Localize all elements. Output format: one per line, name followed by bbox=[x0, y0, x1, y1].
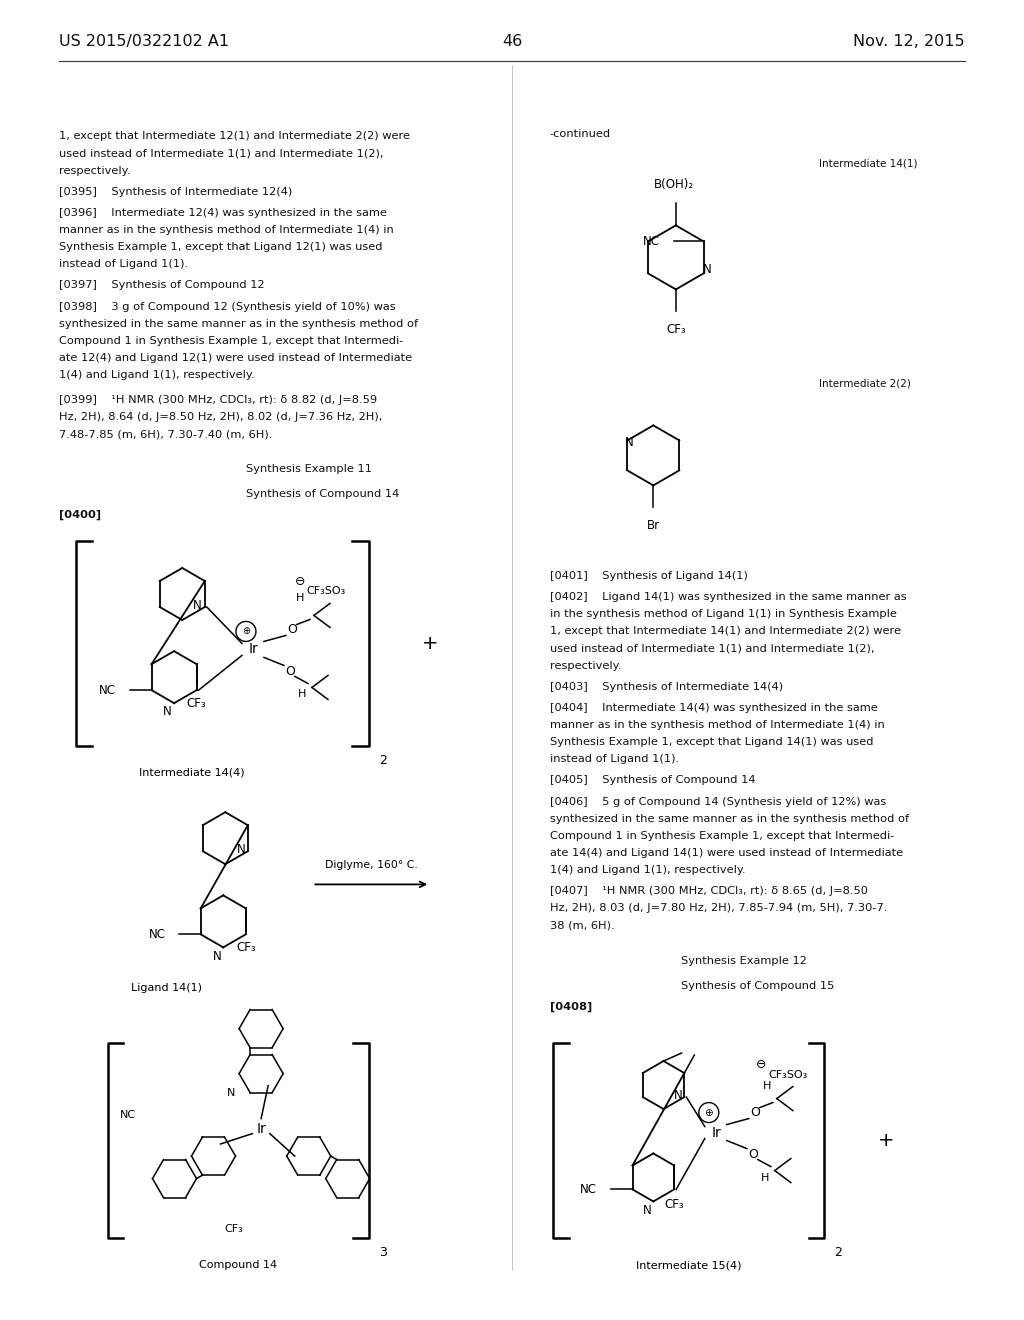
Text: 2: 2 bbox=[379, 754, 386, 767]
Text: CF₃SO₃: CF₃SO₃ bbox=[769, 1069, 808, 1080]
Text: respectively.: respectively. bbox=[550, 660, 622, 671]
Text: 1(4) and Ligand 1(1), respectively.: 1(4) and Ligand 1(1), respectively. bbox=[550, 865, 745, 875]
Text: Compound 1 in Synthesis Example 1, except that Intermedi-: Compound 1 in Synthesis Example 1, excep… bbox=[550, 830, 894, 841]
Text: [0399]    ¹H NMR (300 MHz, CDCl₃, rt): δ 8.82 (d, J=8.59: [0399] ¹H NMR (300 MHz, CDCl₃, rt): δ 8.… bbox=[59, 395, 378, 405]
Text: Synthesis of Compound 14: Synthesis of Compound 14 bbox=[246, 488, 399, 499]
Text: 46: 46 bbox=[502, 34, 522, 49]
Text: +: + bbox=[878, 1131, 894, 1150]
Text: manner as in the synthesis method of Intermediate 1(4) in: manner as in the synthesis method of Int… bbox=[59, 224, 394, 235]
Text: Ligand 14(1): Ligand 14(1) bbox=[131, 983, 202, 994]
Text: Intermediate 14(4): Intermediate 14(4) bbox=[139, 768, 245, 777]
Text: [0395]    Synthesis of Intermediate 12(4): [0395] Synthesis of Intermediate 12(4) bbox=[59, 186, 293, 197]
Text: [0405]    Synthesis of Compound 14: [0405] Synthesis of Compound 14 bbox=[550, 775, 756, 785]
Text: [0408]: [0408] bbox=[550, 1002, 592, 1012]
Text: [0407]    ¹H NMR (300 MHz, CDCl₃, rt): δ 8.65 (d, J=8.50: [0407] ¹H NMR (300 MHz, CDCl₃, rt): δ 8.… bbox=[550, 886, 868, 896]
Text: US 2015/0322102 A1: US 2015/0322102 A1 bbox=[59, 34, 229, 49]
Text: O: O bbox=[748, 1148, 758, 1162]
Text: ate 14(4) and Ligand 14(1) were used instead of Intermediate: ate 14(4) and Ligand 14(1) were used ins… bbox=[550, 847, 903, 858]
Text: synthesized in the same manner as in the synthesis method of: synthesized in the same manner as in the… bbox=[59, 318, 419, 329]
Text: Ir: Ir bbox=[249, 643, 259, 656]
Text: H: H bbox=[296, 594, 304, 603]
Text: 7.48-7.85 (m, 6H), 7.30-7.40 (m, 6H).: 7.48-7.85 (m, 6H), 7.30-7.40 (m, 6H). bbox=[59, 429, 272, 440]
Text: N: N bbox=[194, 599, 202, 612]
Text: O: O bbox=[750, 1106, 760, 1119]
Text: CF₃SO₃: CF₃SO₃ bbox=[306, 586, 345, 597]
Text: Intermediate 15(4): Intermediate 15(4) bbox=[636, 1261, 741, 1270]
Text: N: N bbox=[643, 1204, 651, 1217]
Text: O: O bbox=[285, 665, 295, 678]
Text: Hz, 2H), 8.64 (d, J=8.50 Hz, 2H), 8.02 (d, J=7.36 Hz, 2H),: Hz, 2H), 8.64 (d, J=8.50 Hz, 2H), 8.02 (… bbox=[59, 412, 383, 422]
Text: 2: 2 bbox=[835, 1246, 842, 1259]
Text: 3: 3 bbox=[379, 1246, 386, 1259]
Text: instead of Ligand 1(1).: instead of Ligand 1(1). bbox=[550, 754, 679, 764]
Text: 38 (m, 6H).: 38 (m, 6H). bbox=[550, 920, 614, 931]
Text: Synthesis Example 1, except that Ligand 12(1) was used: Synthesis Example 1, except that Ligand … bbox=[59, 242, 383, 252]
Text: N: N bbox=[703, 263, 712, 276]
Text: Synthesis of Compound 15: Synthesis of Compound 15 bbox=[681, 981, 835, 991]
Text: Intermediate 2(2): Intermediate 2(2) bbox=[819, 378, 911, 388]
Text: NC: NC bbox=[120, 1110, 136, 1121]
Text: Synthesis Example 12: Synthesis Example 12 bbox=[681, 956, 807, 966]
Text: CF₃: CF₃ bbox=[236, 941, 256, 954]
Text: Synthesis Example 11: Synthesis Example 11 bbox=[246, 463, 372, 474]
Text: Synthesis Example 1, except that Ligand 14(1) was used: Synthesis Example 1, except that Ligand … bbox=[550, 737, 873, 747]
Text: [0398]    3 g of Compound 12 (Synthesis yield of 10%) was: [0398] 3 g of Compound 12 (Synthesis yie… bbox=[59, 301, 396, 312]
Text: Intermediate 14(1): Intermediate 14(1) bbox=[819, 158, 918, 169]
Text: N: N bbox=[625, 436, 634, 449]
Text: N: N bbox=[227, 1088, 236, 1098]
Text: CF₃: CF₃ bbox=[224, 1224, 243, 1234]
Text: respectively.: respectively. bbox=[59, 165, 131, 176]
Text: ⊖: ⊖ bbox=[295, 576, 305, 587]
Text: +: + bbox=[422, 634, 438, 653]
Text: [0402]    Ligand 14(1) was synthesized in the same manner as: [0402] Ligand 14(1) was synthesized in t… bbox=[550, 591, 906, 602]
Text: Nov. 12, 2015: Nov. 12, 2015 bbox=[853, 34, 965, 49]
Text: ⊕: ⊕ bbox=[242, 627, 250, 636]
Text: N: N bbox=[164, 705, 172, 718]
Text: ⊕: ⊕ bbox=[705, 1107, 713, 1118]
Text: Compound 1 in Synthesis Example 1, except that Intermedi-: Compound 1 in Synthesis Example 1, excep… bbox=[59, 335, 403, 346]
Text: NC: NC bbox=[642, 235, 659, 248]
Text: CF₃: CF₃ bbox=[186, 697, 207, 710]
Text: ate 12(4) and Ligand 12(1) were used instead of Intermediate: ate 12(4) and Ligand 12(1) were used ins… bbox=[59, 352, 413, 363]
Text: Br: Br bbox=[647, 519, 659, 532]
Text: N: N bbox=[213, 950, 221, 964]
Text: [0404]    Intermediate 14(4) was synthesized in the same: [0404] Intermediate 14(4) was synthesize… bbox=[550, 702, 878, 713]
Text: [0401]    Synthesis of Ligand 14(1): [0401] Synthesis of Ligand 14(1) bbox=[550, 570, 748, 581]
Text: Hz, 2H), 8.03 (d, J=7.80 Hz, 2H), 7.85-7.94 (m, 5H), 7.30-7.: Hz, 2H), 8.03 (d, J=7.80 Hz, 2H), 7.85-7… bbox=[550, 903, 887, 913]
Text: Compound 14: Compound 14 bbox=[199, 1261, 278, 1270]
Text: used instead of Intermediate 1(1) and Intermediate 1(2),: used instead of Intermediate 1(1) and In… bbox=[550, 643, 874, 653]
Text: N: N bbox=[674, 1089, 682, 1101]
Text: 1, except that Intermediate 14(1) and Intermediate 2(2) were: 1, except that Intermediate 14(1) and In… bbox=[550, 626, 901, 636]
Text: [0400]: [0400] bbox=[59, 510, 101, 520]
Text: CF₃: CF₃ bbox=[666, 323, 686, 337]
Text: 1, except that Intermediate 12(1) and Intermediate 2(2) were: 1, except that Intermediate 12(1) and In… bbox=[59, 131, 411, 141]
Text: 1(4) and Ligand 1(1), respectively.: 1(4) and Ligand 1(1), respectively. bbox=[59, 370, 255, 380]
Text: NC: NC bbox=[98, 684, 116, 697]
Text: N: N bbox=[237, 842, 246, 855]
Text: O: O bbox=[287, 623, 297, 636]
Text: NC: NC bbox=[148, 928, 166, 941]
Text: instead of Ligand 1(1).: instead of Ligand 1(1). bbox=[59, 259, 188, 269]
Text: H: H bbox=[761, 1172, 769, 1183]
Text: synthesized in the same manner as in the synthesis method of: synthesized in the same manner as in the… bbox=[550, 813, 909, 824]
Text: [0403]    Synthesis of Intermediate 14(4): [0403] Synthesis of Intermediate 14(4) bbox=[550, 681, 783, 692]
Text: H: H bbox=[763, 1081, 771, 1090]
Text: Diglyme, 160° C.: Diglyme, 160° C. bbox=[325, 861, 418, 870]
Text: CF₃: CF₃ bbox=[665, 1199, 684, 1212]
Text: [0397]    Synthesis of Compound 12: [0397] Synthesis of Compound 12 bbox=[59, 280, 265, 290]
Text: in the synthesis method of Ligand 1(1) in Synthesis Example: in the synthesis method of Ligand 1(1) i… bbox=[550, 609, 897, 619]
Text: -continued: -continued bbox=[550, 128, 611, 139]
Text: manner as in the synthesis method of Intermediate 1(4) in: manner as in the synthesis method of Int… bbox=[550, 719, 885, 730]
Text: Ir: Ir bbox=[712, 1126, 722, 1139]
Text: [0396]    Intermediate 12(4) was synthesized in the same: [0396] Intermediate 12(4) was synthesize… bbox=[59, 207, 387, 218]
Text: NC: NC bbox=[580, 1183, 597, 1196]
Text: used instead of Intermediate 1(1) and Intermediate 1(2),: used instead of Intermediate 1(1) and In… bbox=[59, 148, 384, 158]
Text: Ir: Ir bbox=[256, 1122, 266, 1135]
Text: H: H bbox=[298, 689, 306, 700]
Text: [0406]    5 g of Compound 14 (Synthesis yield of 12%) was: [0406] 5 g of Compound 14 (Synthesis yie… bbox=[550, 796, 886, 807]
Text: ⊖: ⊖ bbox=[756, 1059, 766, 1071]
Text: B(OH)₂: B(OH)₂ bbox=[653, 178, 694, 191]
